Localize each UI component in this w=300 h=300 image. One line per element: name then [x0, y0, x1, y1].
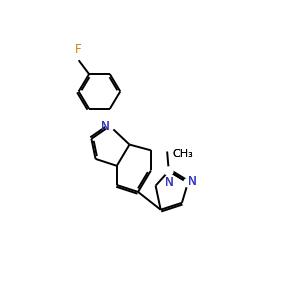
Text: N: N: [188, 175, 197, 188]
Circle shape: [106, 122, 114, 130]
Circle shape: [165, 167, 173, 175]
Text: N: N: [164, 176, 173, 189]
Text: F: F: [75, 43, 82, 56]
Text: CH₃: CH₃: [172, 149, 193, 159]
Text: N: N: [100, 120, 109, 133]
Circle shape: [184, 178, 192, 187]
Text: N: N: [188, 175, 197, 188]
Text: N: N: [100, 120, 109, 133]
Text: N: N: [164, 176, 173, 189]
Text: CH₃: CH₃: [172, 149, 193, 159]
